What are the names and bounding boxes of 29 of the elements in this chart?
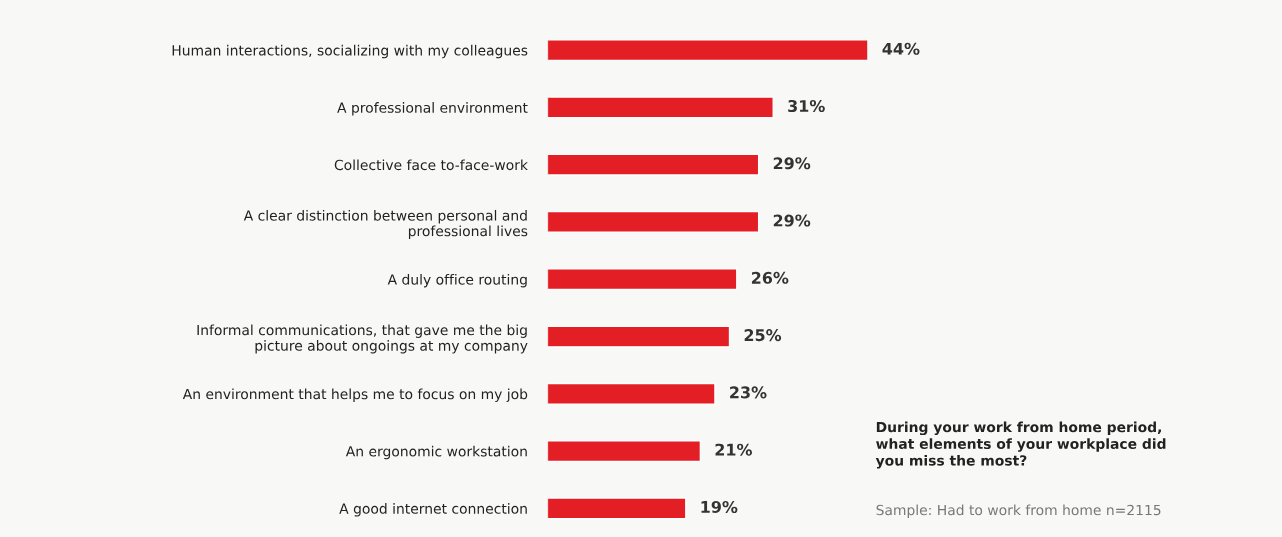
data-label: 29% (773, 214, 811, 227)
bar (547, 96, 774, 119)
bar (547, 497, 687, 520)
data-label: 26% (751, 271, 789, 284)
bar (547, 382, 716, 405)
data-label: 44% (882, 42, 920, 55)
bar (547, 153, 760, 176)
data-label: 29% (773, 157, 811, 170)
y-tick-label: Informal communications, that gave me the big picture about ongoings at my company (197, 324, 528, 354)
data-label: 19% (701, 500, 738, 513)
bar (547, 268, 738, 291)
bar (547, 440, 702, 463)
y-tick-label: A duly office routing (387, 273, 527, 288)
y-tick-label: A professional environment (337, 102, 528, 116)
text: During your work from home period, what elements of your workplace did you miss the most? (875, 421, 1166, 469)
data-label: 25% (744, 329, 782, 342)
data-label: 31% (788, 99, 825, 113)
data-label: 21% (715, 443, 752, 456)
y-tick-label: A good internet connection (339, 503, 527, 517)
data-label: 23% (730, 386, 767, 399)
y-tick-label: Human interactions, socializing with my colleagues (172, 44, 528, 59)
y-tick-label: A clear distinction between personal and professional lives (243, 209, 528, 239)
y-tick-label: An environment that helps me to focus on my job (182, 388, 528, 402)
bar (547, 39, 868, 62)
y-tick-label: An ergonomic workstation (345, 445, 527, 460)
bar (547, 325, 731, 348)
bar (547, 210, 760, 233)
y-tick-label: Collective face to-face-work (334, 159, 528, 171)
text: Sample: Had to work from home n=2115 (876, 504, 1161, 518)
